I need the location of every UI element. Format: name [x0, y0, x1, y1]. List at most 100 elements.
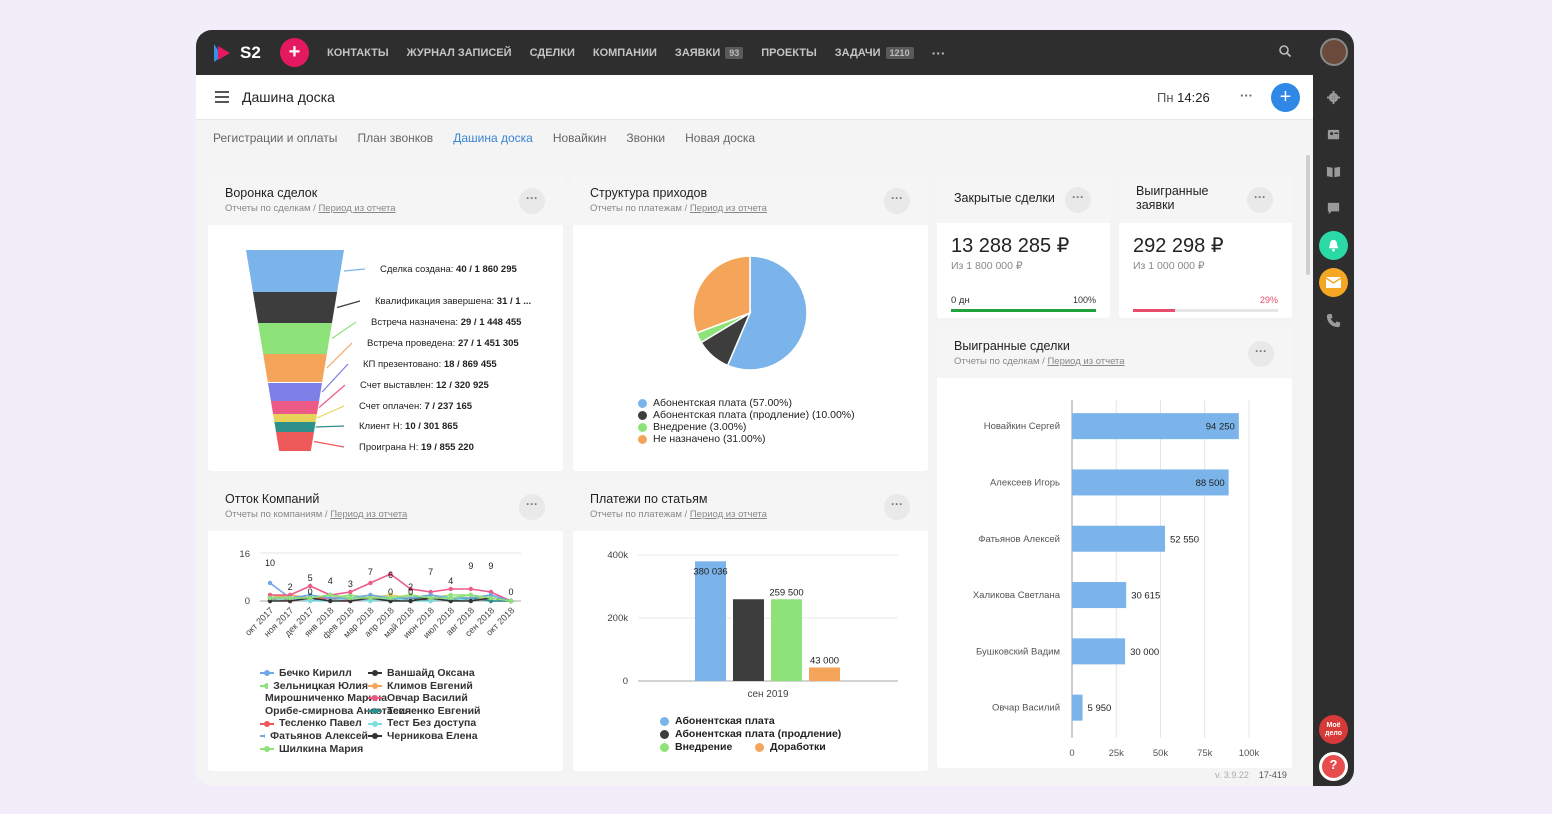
series-point[interactable]	[448, 595, 453, 601]
series-point[interactable]	[267, 595, 273, 601]
nav-item-3[interactable]: КОМПАНИИ	[593, 47, 657, 59]
legend-item[interactable]: Орибе-смирнова Анастасия	[260, 705, 411, 718]
nav-item-5[interactable]: ПРОЕКТЫ	[761, 47, 816, 59]
series-point[interactable]	[287, 595, 293, 601]
card-more-button[interactable]: ···	[884, 188, 910, 214]
legend-item[interactable]: Мирошниченко Марина	[260, 692, 387, 705]
user-avatar[interactable]	[1320, 38, 1348, 66]
series-point[interactable]	[388, 595, 393, 601]
series-point[interactable]	[428, 595, 433, 601]
tab-0[interactable]: Регистрации и оплаты	[213, 131, 338, 145]
gear-icon[interactable]	[1326, 90, 1341, 105]
legend-item[interactable]: Овчар Василий	[368, 692, 518, 705]
series-point[interactable]	[468, 592, 474, 598]
funnel-stage[interactable]	[267, 383, 323, 401]
legend-item[interactable]: Фатьянов Алексей	[260, 730, 368, 743]
chat-icon[interactable]	[1326, 201, 1341, 216]
bar[interactable]	[1072, 582, 1127, 609]
legend-item[interactable]: Черникова Елена	[368, 730, 518, 743]
card-more-button[interactable]: ···	[519, 188, 545, 214]
search-icon[interactable]	[1278, 44, 1292, 63]
scrollbar[interactable]	[1306, 155, 1310, 275]
bar[interactable]	[1072, 638, 1126, 665]
series-point[interactable]	[307, 583, 313, 589]
legend-item[interactable]: Климов Евгений	[368, 680, 518, 693]
legend-item[interactable]: Абонентская плата (продление) (10.00%)	[638, 409, 855, 421]
tab-1[interactable]: План звонков	[357, 131, 434, 145]
series-point[interactable]	[368, 580, 373, 586]
series-point[interactable]	[448, 586, 453, 592]
series-point[interactable]	[408, 586, 413, 592]
funnel-stage[interactable]	[270, 401, 320, 414]
series-point[interactable]	[408, 598, 413, 604]
funnel-stage[interactable]	[258, 323, 332, 354]
legend-item[interactable]: Зельницкая Юлия	[260, 680, 368, 693]
series-point[interactable]	[267, 580, 273, 586]
series-point[interactable]	[468, 586, 474, 592]
menu-icon[interactable]	[215, 91, 229, 103]
series-point[interactable]	[508, 598, 514, 604]
series-point[interactable]	[488, 595, 494, 601]
legend-item[interactable]: Внедрение	[660, 741, 755, 754]
nav-item-4[interactable]: ЗАЯВКИ 93	[675, 46, 744, 59]
legend-item[interactable]: Доработки	[755, 741, 855, 754]
funnel-stage[interactable]	[263, 354, 327, 382]
series-point[interactable]	[348, 595, 353, 601]
contacts-card-icon[interactable]	[1326, 127, 1341, 142]
series-point[interactable]	[388, 571, 393, 577]
bar[interactable]	[1072, 469, 1229, 496]
phone-icon[interactable]	[1326, 313, 1341, 328]
card-more-button[interactable]: ···	[884, 494, 910, 520]
legend-item[interactable]: Внедрение (3.00%)	[638, 421, 855, 433]
tab-4[interactable]: Звонки	[626, 131, 666, 145]
bar[interactable]	[1072, 413, 1239, 440]
period-link[interactable]: Период из отчета	[689, 509, 767, 520]
mail-button[interactable]	[1319, 268, 1348, 297]
card-more-button[interactable]: ···	[519, 494, 545, 520]
series-point[interactable]	[348, 589, 353, 595]
funnel-stage[interactable]	[274, 422, 316, 432]
bar[interactable]	[695, 561, 726, 681]
legend-item[interactable]: Абонентская плата (57.00%)	[638, 397, 855, 409]
series-point[interactable]	[307, 595, 313, 601]
series-point[interactable]	[468, 598, 474, 604]
help-button[interactable]: ?	[1319, 752, 1348, 781]
card-more-button[interactable]: ···	[1247, 187, 1273, 213]
pie-slice[interactable]	[692, 255, 751, 334]
notifications-button[interactable]	[1319, 231, 1348, 260]
legend-item[interactable]: Абонентская плата	[660, 715, 855, 728]
book-icon[interactable]	[1326, 164, 1341, 179]
brand-logo[interactable]: S2	[212, 42, 261, 64]
card-more-button[interactable]: ···	[1065, 187, 1091, 213]
nav-item-2[interactable]: СДЕЛКИ	[530, 47, 575, 59]
bar[interactable]	[1072, 694, 1083, 721]
series-point[interactable]	[328, 598, 333, 604]
period-link[interactable]: Период из отчета	[318, 203, 396, 214]
period-link[interactable]: Период из отчета	[1047, 356, 1125, 367]
bar[interactable]	[771, 599, 802, 681]
series-point[interactable]	[368, 595, 373, 601]
bar[interactable]	[1072, 525, 1166, 552]
add-widget-button[interactable]: +	[1271, 83, 1300, 112]
legend-item[interactable]: Ваншайд Оксана	[368, 667, 518, 680]
header-more-button[interactable]: ···	[1240, 88, 1253, 103]
nav-more-button[interactable]: ···	[931, 44, 946, 61]
legend-item[interactable]: Бечко Кирилл	[260, 667, 368, 680]
funnel-stage[interactable]	[252, 292, 338, 323]
series-point[interactable]	[328, 592, 333, 598]
legend-item[interactable]: Не назначено (31.00%)	[638, 433, 855, 445]
series-point[interactable]	[408, 592, 413, 598]
tab-3[interactable]: Новайкин	[552, 131, 607, 145]
moe-delo-button[interactable]: Моё дело	[1319, 715, 1348, 744]
legend-item[interactable]: Тесленко Павел	[260, 717, 368, 730]
legend-item[interactable]: Абонентская плата (продление)	[660, 728, 855, 741]
period-link[interactable]: Период из отчета	[689, 203, 767, 214]
quick-add-button[interactable]: +	[280, 38, 309, 67]
legend-item[interactable]: Тест Без доступа	[368, 717, 518, 730]
funnel-stage[interactable]	[246, 250, 344, 292]
legend-item[interactable]: Шилкина Мария	[260, 743, 368, 756]
pie-slice[interactable]	[726, 255, 808, 371]
nav-item-6[interactable]: ЗАДАЧИ 1210	[835, 46, 914, 59]
card-more-button[interactable]: ···	[1248, 341, 1274, 367]
nav-item-1[interactable]: ЖУРНАЛ ЗАПИСЕЙ	[407, 47, 512, 59]
